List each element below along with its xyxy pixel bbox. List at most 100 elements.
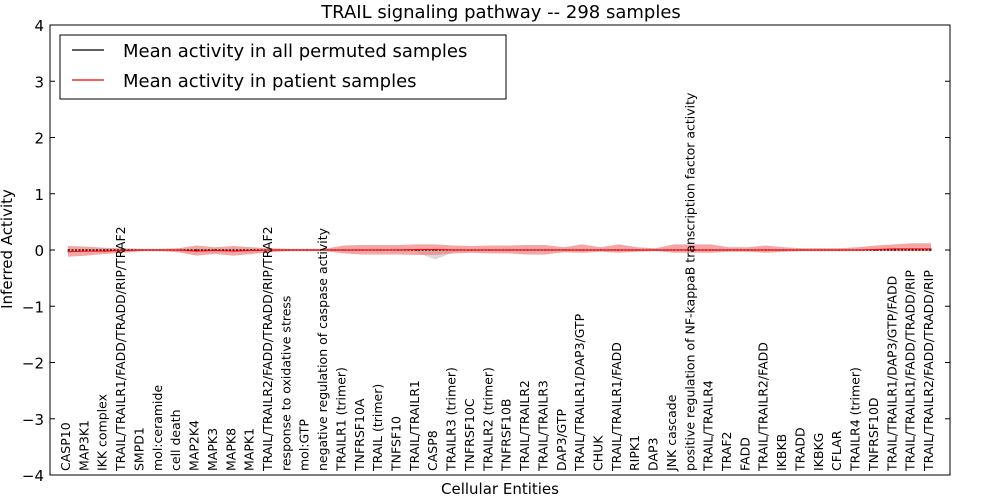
point-patient-37 [746, 249, 748, 251]
category-label: TRAILR1 (trimer) [333, 367, 348, 472]
point-patient-29 [599, 249, 602, 251]
point-patient-42 [838, 249, 840, 251]
category-label: RIPK1 [627, 435, 642, 471]
series-lines [67, 248, 932, 253]
point-patient-18 [397, 249, 400, 251]
point-patient-10 [251, 249, 253, 252]
category-label: SMPD1 [131, 427, 146, 471]
point-patient-43 [856, 249, 859, 251]
legend-label-patient: Mean activity in patient samples [123, 71, 417, 92]
category-label: negative regulation of caspase activity [315, 227, 330, 471]
y-tick-label: −1 [22, 298, 44, 316]
category-label: TNFRSF10C [462, 398, 477, 472]
category-label: IKK complex [95, 394, 110, 471]
point-patient-44 [875, 248, 877, 251]
y-axis-label: Inferred Activity [0, 189, 16, 309]
point-patient-28 [581, 249, 583, 251]
legend-label-permuted: Mean activity in all permuted samples [123, 41, 467, 62]
y-tick-label: 1 [34, 186, 44, 204]
y-tick-label: 4 [34, 17, 44, 35]
category-label: TNFRSF10A [352, 398, 367, 472]
plot-area: CASP10 MAP3K1 IKK complex TRAIL/TRAILR1/FAD… [22, 17, 951, 485]
point-patient-36 [728, 249, 730, 251]
category-label: IKBKG [811, 433, 826, 471]
category-labels: CASP10 MAP3K1 IKK complex TRAIL/TRAILR1/FAD… [58, 92, 936, 472]
point-patient-1 [85, 250, 87, 252]
legend-box [59, 34, 507, 100]
category-label: response to oxidative stress [278, 296, 293, 471]
y-tick-label: −2 [22, 355, 44, 373]
point-patient-47 [930, 248, 932, 250]
point-patient-11 [269, 249, 271, 251]
category-label: MAPK1 [242, 428, 257, 471]
category-label: mol:GTP [297, 419, 312, 471]
point-patient-41 [820, 249, 822, 251]
category-label: JNK cascade [664, 394, 679, 472]
category-label: TRAIL/TRAILR2/FADD/TRADD/RIP/TRAF2 [260, 226, 275, 472]
point-patient-39 [783, 249, 785, 251]
category-label: CASP8 [425, 430, 440, 471]
category-label: TRAF2 [719, 431, 734, 472]
chart-title: TRAIL signaling pathway -- 298 samples [320, 2, 681, 23]
point-patient-12 [287, 249, 289, 251]
category-label: CHUK [590, 435, 605, 471]
category-label: positive regulation of NF-kappaB transcr… [682, 92, 697, 471]
point-patient-33 [673, 249, 675, 251]
category-label: mol:ceramide [150, 385, 165, 471]
point-patient-14 [324, 249, 326, 251]
point-patient-45 [893, 248, 895, 250]
point-patient-22 [471, 249, 473, 251]
point-patient-46 [912, 248, 914, 250]
point-patient-19 [416, 248, 418, 251]
y-tick-label: 0 [34, 242, 44, 260]
point-patient-40 [801, 249, 804, 251]
point-permuted-0 [67, 249, 69, 251]
category-label: TRADD [792, 427, 807, 472]
point-patient-26 [544, 249, 547, 251]
point-patient-38 [765, 249, 767, 251]
point-permuted-7 [195, 249, 198, 251]
category-label: MAP2K4 [187, 420, 202, 471]
point-patient-34 [691, 249, 693, 251]
category-label: TRAIL/TRAILR3 [535, 380, 550, 472]
point-patient-17 [379, 249, 381, 251]
point-permuted-47 [930, 249, 932, 251]
category-label: TRAIL/TRAILR1/FADD [609, 342, 624, 472]
point-permuted-1 [85, 249, 87, 251]
legend: Mean activity in all permuted samples Me… [59, 34, 507, 100]
category-label: FADD [737, 437, 752, 471]
point-patient-8 [214, 249, 216, 252]
category-label: TRAILR3 (trimer) [444, 367, 459, 472]
point-patient-0 [67, 251, 69, 253]
category-label: TRAIL (trimer) [370, 384, 385, 472]
category-label: TRAIL/TRAILR2/FADD [756, 342, 771, 472]
category-label: DAP3/GTP [554, 408, 569, 471]
point-patient-3 [122, 249, 124, 252]
line-patient-mean [67, 248, 931, 253]
point-permuted-2 [104, 249, 106, 251]
point-patient-6 [177, 249, 179, 251]
y-tick-label: 3 [34, 73, 44, 91]
y-tick-label: 2 [34, 130, 44, 148]
category-label: MAP3K1 [76, 420, 91, 471]
point-patient-7 [195, 250, 198, 252]
category-label: TRAIL/TRAILR2/FADD/TRADD/RIP [921, 270, 936, 472]
category-label: TRAIL/TRAILR1/DAP3/GTP [572, 313, 587, 472]
category-label: TRAIL/TRAILR1/FADD/TRADD/RIP [903, 270, 918, 472]
category-label: TRAIL/TRAILR1 [407, 380, 422, 472]
point-patient-23 [489, 249, 491, 251]
category-label: TRAIL/TRAILR2 [517, 380, 532, 472]
point-patient-9 [232, 250, 234, 252]
category-label: TRAILR2 (trimer) [480, 367, 495, 472]
point-permuted-45 [893, 249, 895, 251]
point-permuted-9 [232, 249, 234, 251]
category-label: TNFRSF10B [499, 399, 514, 472]
point-patient-24 [508, 249, 510, 251]
category-label: TNFSF10 [389, 416, 404, 472]
category-label: DAP3 [646, 438, 661, 471]
category-label: MAPK3 [205, 428, 220, 471]
point-permuted-46 [912, 249, 914, 251]
y-tick-label: −4 [22, 467, 44, 485]
point-patient-20 [434, 248, 436, 251]
